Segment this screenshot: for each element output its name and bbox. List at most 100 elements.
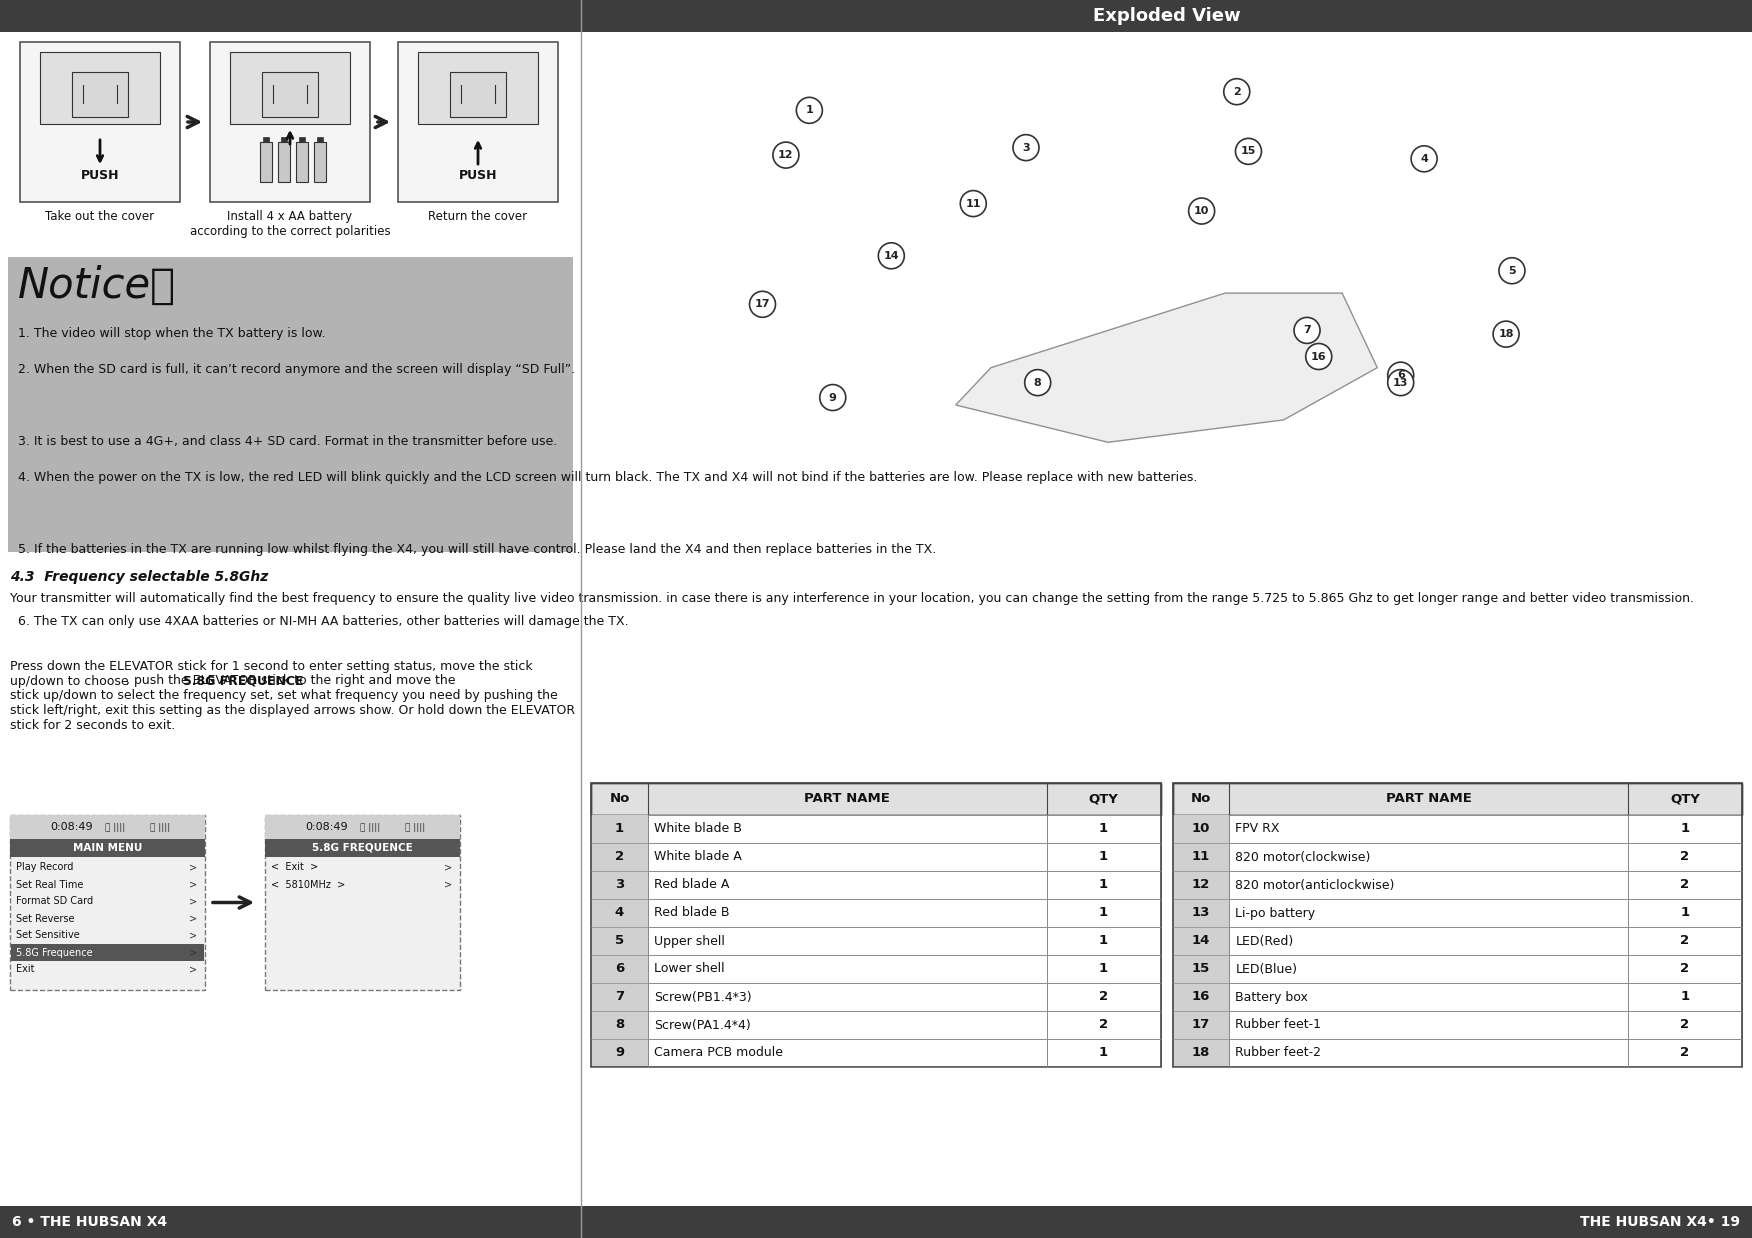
Bar: [1172, 1039, 1741, 1067]
Bar: [1172, 843, 1230, 872]
Bar: [1172, 1039, 1230, 1067]
Bar: [590, 983, 1160, 1011]
Text: 6. The TX can only use 4XAA batteries or NI-MH AA batteries, other batteries wil: 6. The TX can only use 4XAA batteries or…: [18, 615, 629, 628]
Bar: [1172, 954, 1230, 983]
Bar: [1172, 872, 1741, 899]
Text: 0:08:49: 0:08:49: [51, 822, 93, 832]
Text: >: >: [443, 879, 452, 889]
Text: ⌛ ||||: ⌛ ||||: [359, 822, 380, 832]
Circle shape: [1235, 139, 1261, 165]
Text: 4. When the power on the TX is low, the red LED will blink quickly and the LCD s: 4. When the power on the TX is low, the …: [18, 470, 1197, 484]
Text: Press down the ELEVATOR stick for 1 second to enter setting status, move the sti: Press down the ELEVATOR stick for 1 seco…: [11, 660, 533, 688]
Text: 3: 3: [615, 879, 624, 891]
Bar: [1172, 927, 1741, 954]
Bar: [265, 815, 461, 839]
Bar: [19, 42, 180, 202]
Bar: [1172, 872, 1230, 899]
Circle shape: [1388, 363, 1414, 389]
Text: 11: 11: [965, 198, 981, 208]
Bar: [0, 0, 582, 32]
Text: 12: 12: [778, 150, 794, 160]
Text: >: >: [189, 896, 196, 906]
Bar: [590, 954, 648, 983]
Text: PUSH: PUSH: [81, 170, 119, 182]
Bar: [1172, 899, 1230, 927]
Circle shape: [1410, 146, 1437, 172]
Bar: [230, 52, 350, 124]
Text: 5: 5: [615, 935, 624, 947]
Bar: [263, 72, 319, 118]
Text: Rubber feet-1: Rubber feet-1: [1235, 1019, 1321, 1031]
Text: Camera PCB module: Camera PCB module: [653, 1046, 783, 1060]
Text: Return the cover: Return the cover: [429, 210, 527, 223]
Text: 8: 8: [615, 1019, 624, 1031]
Bar: [590, 1039, 648, 1067]
Text: 2: 2: [1680, 1046, 1689, 1060]
Text: QTY: QTY: [1670, 792, 1699, 806]
Bar: [590, 872, 648, 899]
Circle shape: [750, 291, 776, 317]
Bar: [450, 72, 506, 118]
Text: 4.3  Frequency selectable 5.8Ghz: 4.3 Frequency selectable 5.8Ghz: [11, 569, 268, 584]
Text: 1: 1: [1099, 879, 1107, 891]
Text: PART NAME: PART NAME: [1386, 792, 1472, 806]
Text: 4: 4: [1421, 154, 1428, 163]
Text: ⌛ ||||: ⌛ ||||: [105, 822, 124, 832]
Circle shape: [820, 385, 846, 411]
Text: Set Sensitive: Set Sensitive: [16, 931, 81, 941]
Text: 0:08:49: 0:08:49: [305, 822, 347, 832]
Text: Rubber feet-2: Rubber feet-2: [1235, 1046, 1321, 1060]
Text: 3: 3: [1021, 142, 1030, 152]
Text: 8: 8: [1034, 378, 1042, 387]
Circle shape: [1013, 135, 1039, 161]
Text: 18: 18: [1498, 329, 1514, 339]
Text: 5: 5: [1508, 266, 1515, 276]
Text: 1: 1: [1099, 1046, 1107, 1060]
Text: 1: 1: [1099, 962, 1107, 976]
Bar: [9, 258, 573, 552]
Bar: [317, 137, 322, 142]
Bar: [590, 782, 1160, 1067]
Text: 1: 1: [1099, 851, 1107, 863]
Text: FPV RX: FPV RX: [1235, 822, 1281, 836]
Bar: [280, 137, 287, 142]
Text: No: No: [1191, 792, 1211, 806]
Text: 6 • THE HUBSAN X4: 6 • THE HUBSAN X4: [12, 1214, 166, 1229]
Text: 1. The video will stop when the TX battery is low.: 1. The video will stop when the TX batte…: [18, 327, 326, 340]
Bar: [590, 782, 1160, 815]
Bar: [11, 839, 205, 857]
Text: <  5810MHz  >: < 5810MHz >: [272, 879, 345, 889]
Circle shape: [878, 243, 904, 269]
Bar: [1172, 815, 1230, 843]
Bar: [590, 843, 648, 872]
Text: 1: 1: [1680, 822, 1689, 836]
Bar: [0, 1206, 1752, 1238]
Text: 5.8G FREQUENCE: 5.8G FREQUENCE: [182, 673, 303, 687]
Bar: [1172, 782, 1741, 815]
Text: 5. If the batteries in the TX are running low whilst flying the X4, you will sti: 5. If the batteries in the TX are runnin…: [18, 543, 936, 556]
Bar: [590, 815, 1160, 843]
Text: Screw(PA1.4*4): Screw(PA1.4*4): [653, 1019, 750, 1031]
Bar: [279, 142, 291, 182]
Text: 1: 1: [1099, 935, 1107, 947]
Bar: [1172, 815, 1741, 843]
Text: 17: 17: [755, 300, 771, 310]
Text: 17: 17: [1191, 1019, 1211, 1031]
Bar: [40, 52, 159, 124]
Text: 12: 12: [1191, 879, 1211, 891]
Bar: [590, 983, 648, 1011]
Text: 14: 14: [883, 251, 899, 261]
Text: 🔋 ||||: 🔋 ||||: [151, 822, 170, 832]
Bar: [398, 42, 557, 202]
Circle shape: [1388, 370, 1414, 396]
Bar: [590, 1011, 1160, 1039]
Text: Red blade A: Red blade A: [653, 879, 729, 891]
Text: 15: 15: [1191, 962, 1211, 976]
Text: >: >: [189, 947, 196, 957]
Text: 9: 9: [829, 392, 837, 402]
Circle shape: [1223, 79, 1249, 105]
Text: 1: 1: [1099, 906, 1107, 920]
Text: 3. It is best to use a 4G+, and class 4+ SD card. Format in the transmitter befo: 3. It is best to use a 4G+, and class 4+…: [18, 435, 557, 448]
Bar: [265, 815, 461, 990]
Text: Set Reverse: Set Reverse: [16, 914, 75, 924]
